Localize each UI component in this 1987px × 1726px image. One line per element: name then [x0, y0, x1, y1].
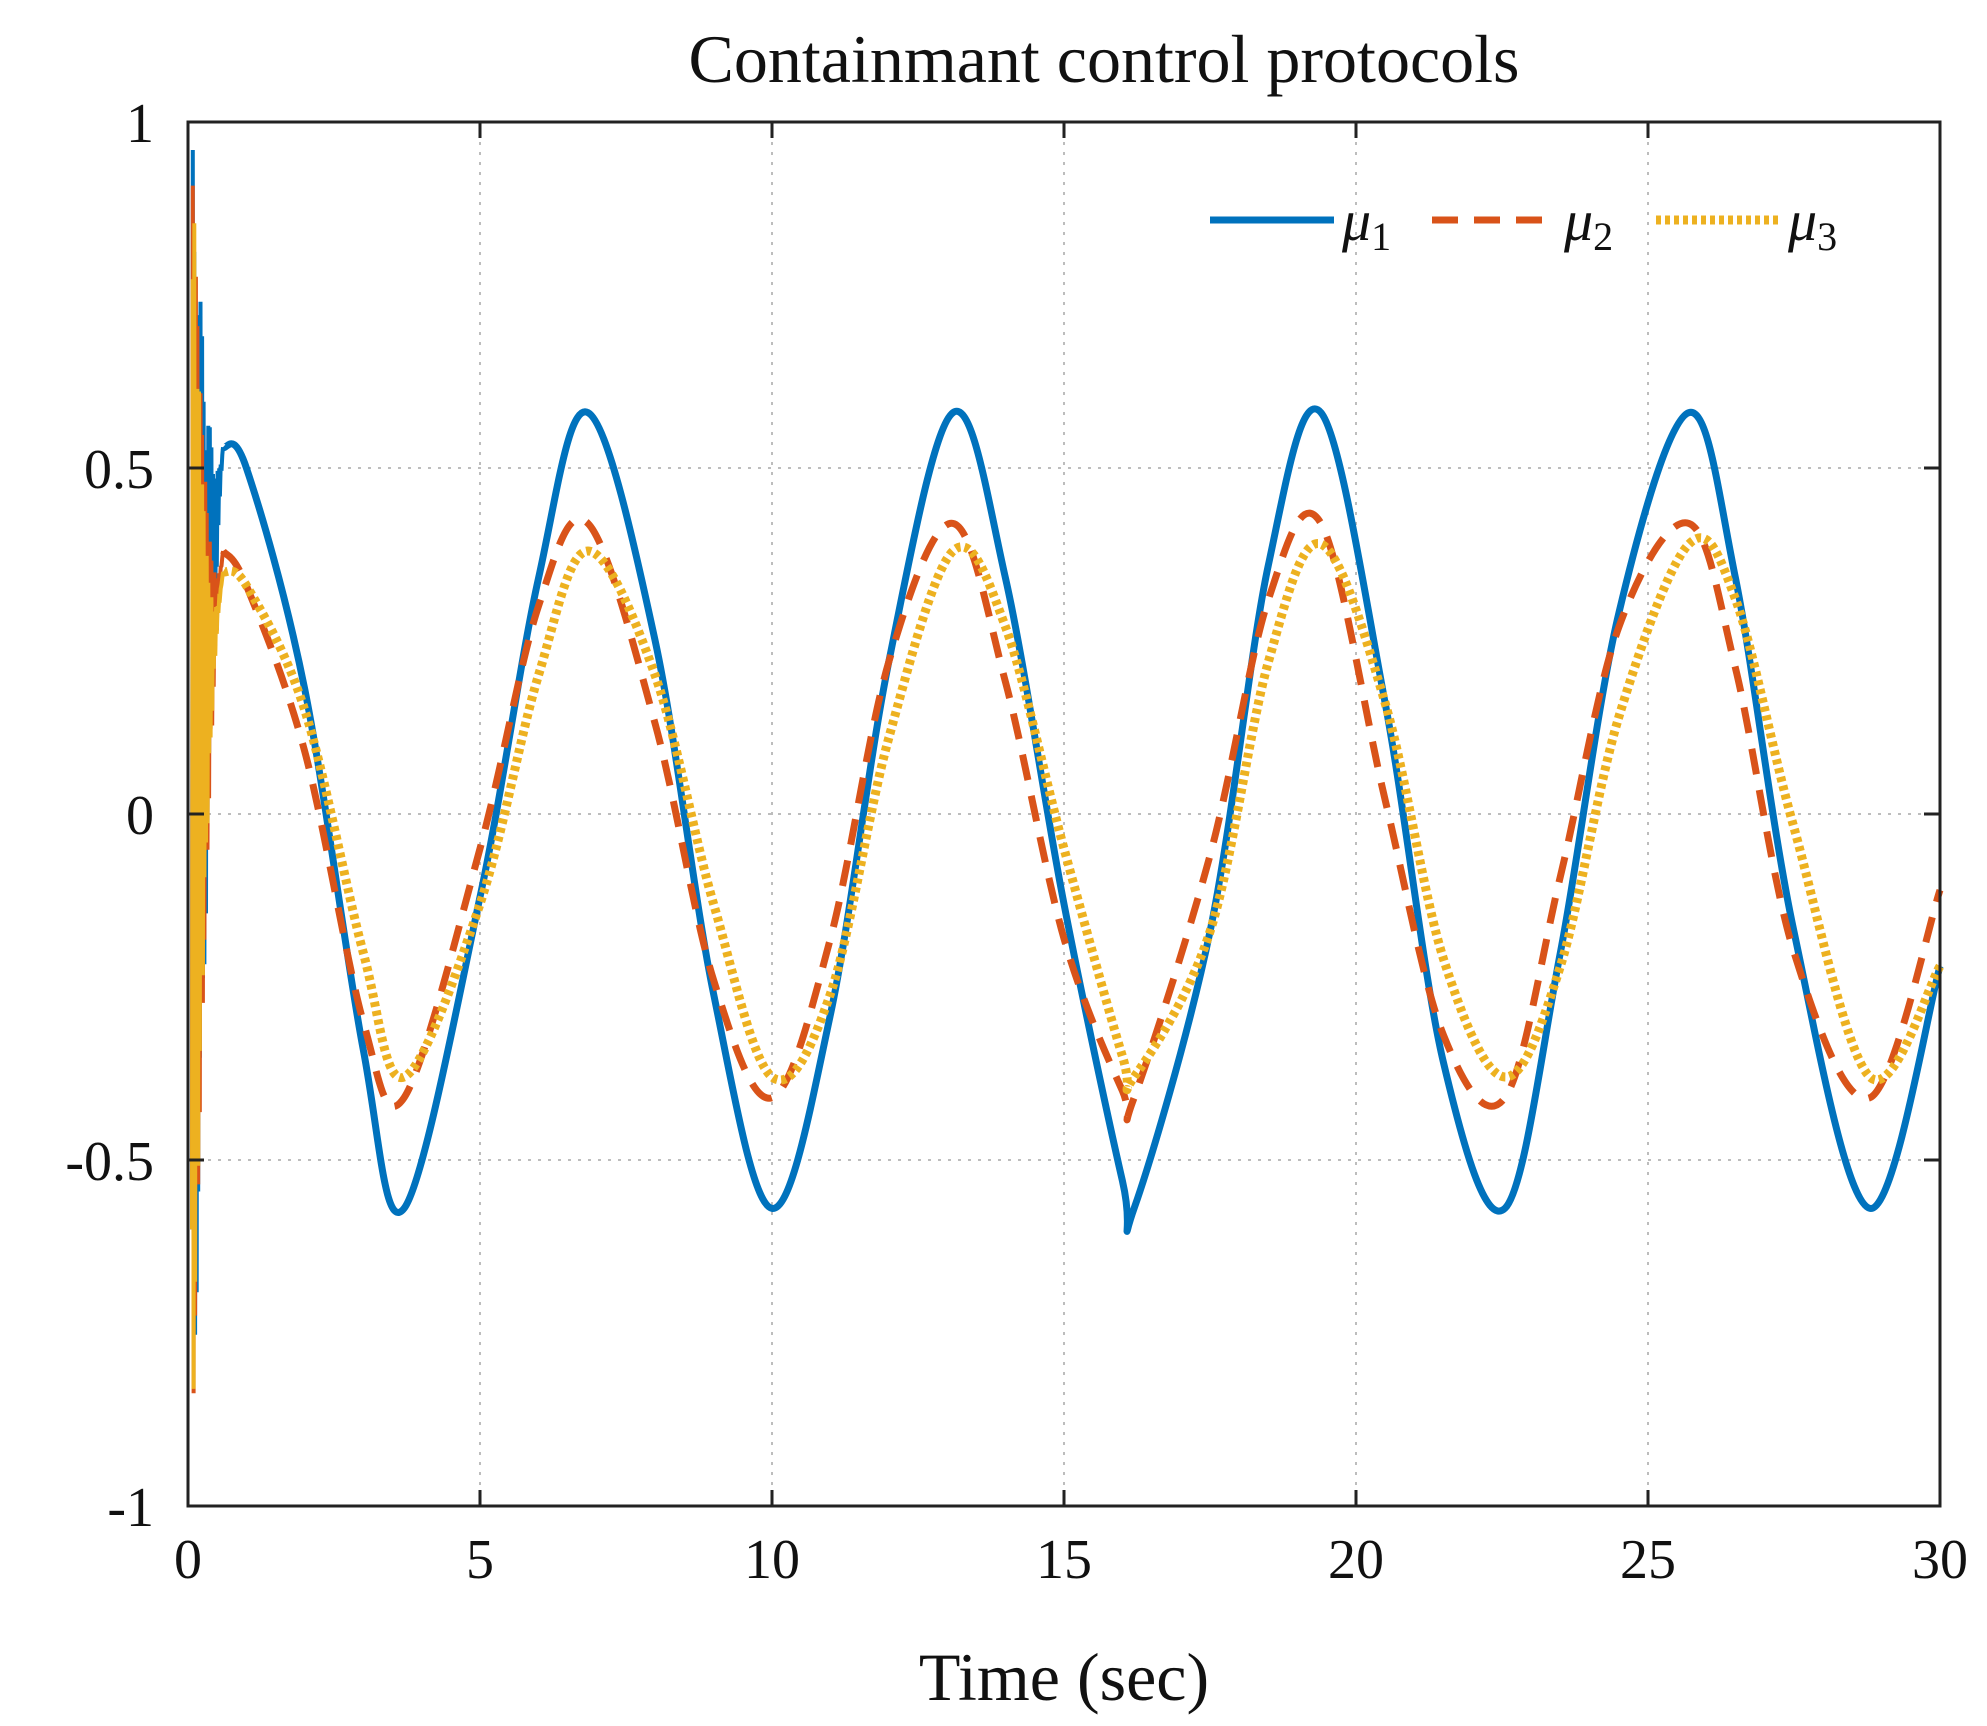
series-μ3-line	[220, 533, 1944, 1094]
axis-ticks	[186, 120, 1942, 1508]
y-tick-labels: -1 -0.5 0 0.5 1	[65, 93, 154, 1539]
chart-title: Containmant control protocols	[689, 21, 1520, 97]
x-tick-label: 30	[1912, 1529, 1968, 1591]
legend: μ1 μ2 μ3	[1210, 188, 1837, 259]
x-tick-label: 15	[1036, 1529, 1092, 1591]
x-tick-label: 10	[744, 1529, 800, 1591]
legend-label-μ1: μ1	[1341, 188, 1391, 259]
x-tick-label: 0	[174, 1529, 202, 1591]
y-tick-label: 0.5	[84, 439, 154, 501]
series-μ2-line	[220, 509, 1944, 1124]
x-tick-label: 5	[466, 1529, 494, 1591]
y-tick-label: -1	[107, 1477, 154, 1539]
legend-label-μ2: μ2	[1563, 188, 1613, 259]
x-tick-label: 25	[1620, 1529, 1676, 1591]
series-μ3-transient	[190, 223, 225, 1389]
x-tick-label: 20	[1328, 1529, 1384, 1591]
x-tick-labels: 0 5 10 15 20 25 30	[174, 1529, 1968, 1591]
x-axis-label: Time (sec)	[919, 1639, 1209, 1715]
series-μ1-line	[220, 405, 1944, 1235]
y-tick-label: 1	[126, 93, 154, 155]
series-μ3-group	[190, 223, 1944, 1389]
gridlines	[188, 122, 1940, 1506]
legend-label-μ3: μ3	[1787, 188, 1837, 259]
y-tick-label: -0.5	[65, 1131, 154, 1193]
y-tick-label: 0	[126, 785, 154, 847]
series-lines	[190, 149, 1944, 1394]
